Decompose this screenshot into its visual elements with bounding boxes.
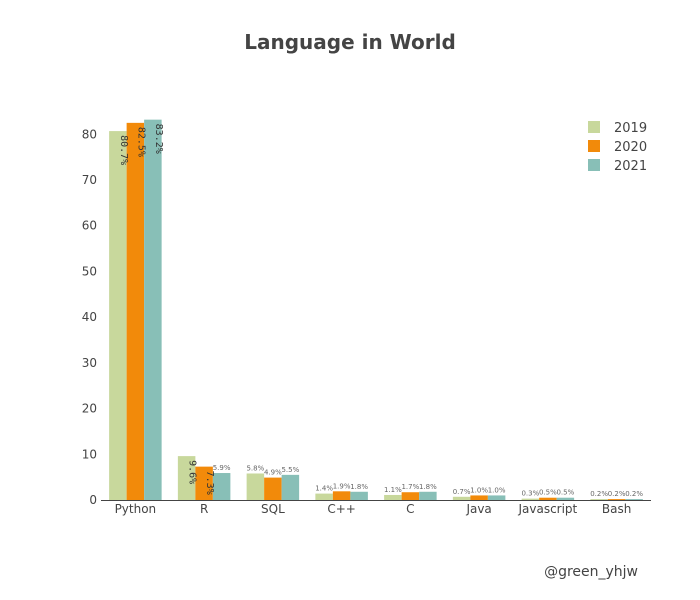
bar-label: 0.2% [590, 490, 608, 498]
bar-2019-c [384, 494, 402, 500]
bar-label: 1.1% [384, 486, 402, 494]
x-tick-label: C++ [327, 502, 356, 516]
bar-2021-python [144, 119, 162, 501]
y-tick-label: 80 [82, 127, 97, 141]
bar-2020-javascript [539, 497, 557, 500]
x-tick-label: C [406, 502, 414, 516]
bar-2020-python [126, 122, 145, 500]
bar-label: 0.3% [521, 490, 539, 498]
bar-label: 80.7% [118, 135, 129, 165]
bars-group [109, 119, 643, 501]
y-tick-label: 0 [89, 493, 97, 507]
legend-label-2019: 2019 [614, 121, 647, 136]
bar-label: 4.9% [264, 469, 282, 477]
bar-2020-bash [607, 499, 626, 500]
y-axis: 0 10 20 30 40 50 60 70 80 [82, 127, 97, 507]
bar-2021-r [212, 473, 231, 500]
y-tick-label: 50 [82, 264, 97, 278]
x-axis: Python R SQL C++ C Java Javascript Bash [101, 500, 651, 516]
bar-label: 5.9% [213, 464, 231, 472]
y-tick-label: 70 [82, 173, 97, 187]
bar-2019-c [315, 493, 333, 500]
bar-labels-group: 80.7% 9.6% 5.8% 1.4% 1.1% 0.7% 0.3% 0.2% 82.5% 7.… [118, 124, 643, 498]
legend-swatch-2019 [588, 121, 600, 133]
bar-2021-bash [625, 499, 643, 500]
bar-label: 7.3% [204, 471, 215, 495]
bar-label: 1.9% [333, 482, 351, 490]
x-tick-label: Javascript [517, 502, 577, 516]
x-tick-label: Java [465, 502, 491, 516]
bar-2019-javascript [521, 498, 540, 500]
legend-label-2021: 2021 [614, 159, 647, 174]
credit-text: @green_yhjw [544, 564, 638, 580]
bar-2019-python [109, 131, 127, 501]
bar-2019-bash [590, 499, 608, 500]
bar-label: 1.0% [470, 486, 488, 494]
bar-2020-r [195, 466, 213, 500]
bar-label: 83.2% [153, 124, 164, 154]
bar-2019-r [177, 456, 196, 500]
chart-title: Language in World [244, 30, 456, 54]
bar-label: 0.2% [608, 490, 626, 498]
legend-swatch-2020 [588, 140, 600, 152]
y-tick-label: 20 [82, 402, 97, 416]
bar-label: 0.5% [556, 489, 574, 497]
legend-swatch-2021 [588, 159, 600, 171]
bar-label: 1.4% [315, 485, 333, 493]
bar-2020-java [470, 495, 488, 500]
x-tick-label: Python [115, 502, 157, 516]
bar-2019-java [452, 496, 471, 500]
legend: 2019 2020 2021 [588, 121, 647, 174]
y-tick-label: 30 [82, 356, 97, 370]
bar-2020-sql [264, 477, 282, 500]
y-tick-label: 10 [82, 447, 97, 461]
bar-2021-c [350, 491, 368, 500]
bar-2019-sql [246, 473, 265, 500]
bar-2020-c [332, 491, 351, 500]
y-tick-label: 40 [82, 310, 97, 324]
bar-label: 1.8% [350, 483, 368, 491]
bar-label: 1.7% [401, 483, 419, 491]
bar-2021-c [419, 491, 437, 500]
bar-2021-javascript [556, 497, 575, 500]
bar-label: 0.7% [453, 488, 471, 496]
bar-label: 0.5% [539, 489, 557, 497]
y-tick-label: 60 [82, 219, 97, 233]
x-tick-label: Bash [602, 502, 631, 516]
bar-label: 1.0% [488, 486, 506, 494]
x-tick-label: R [200, 502, 208, 516]
bar-label: 5.8% [246, 464, 264, 472]
x-tick-label: SQL [261, 502, 285, 516]
bar-2021-sql [281, 474, 300, 500]
bar-label: 0.2% [625, 490, 643, 498]
bar-label: 5.5% [281, 466, 299, 474]
legend-label-2020: 2020 [614, 140, 647, 155]
bar-label: 1.8% [419, 483, 437, 491]
bar-label: 9.6% [187, 460, 198, 484]
bar-2021-java [487, 495, 506, 500]
bar-label: 82.5% [135, 127, 146, 157]
bar-2020-c [401, 492, 420, 500]
